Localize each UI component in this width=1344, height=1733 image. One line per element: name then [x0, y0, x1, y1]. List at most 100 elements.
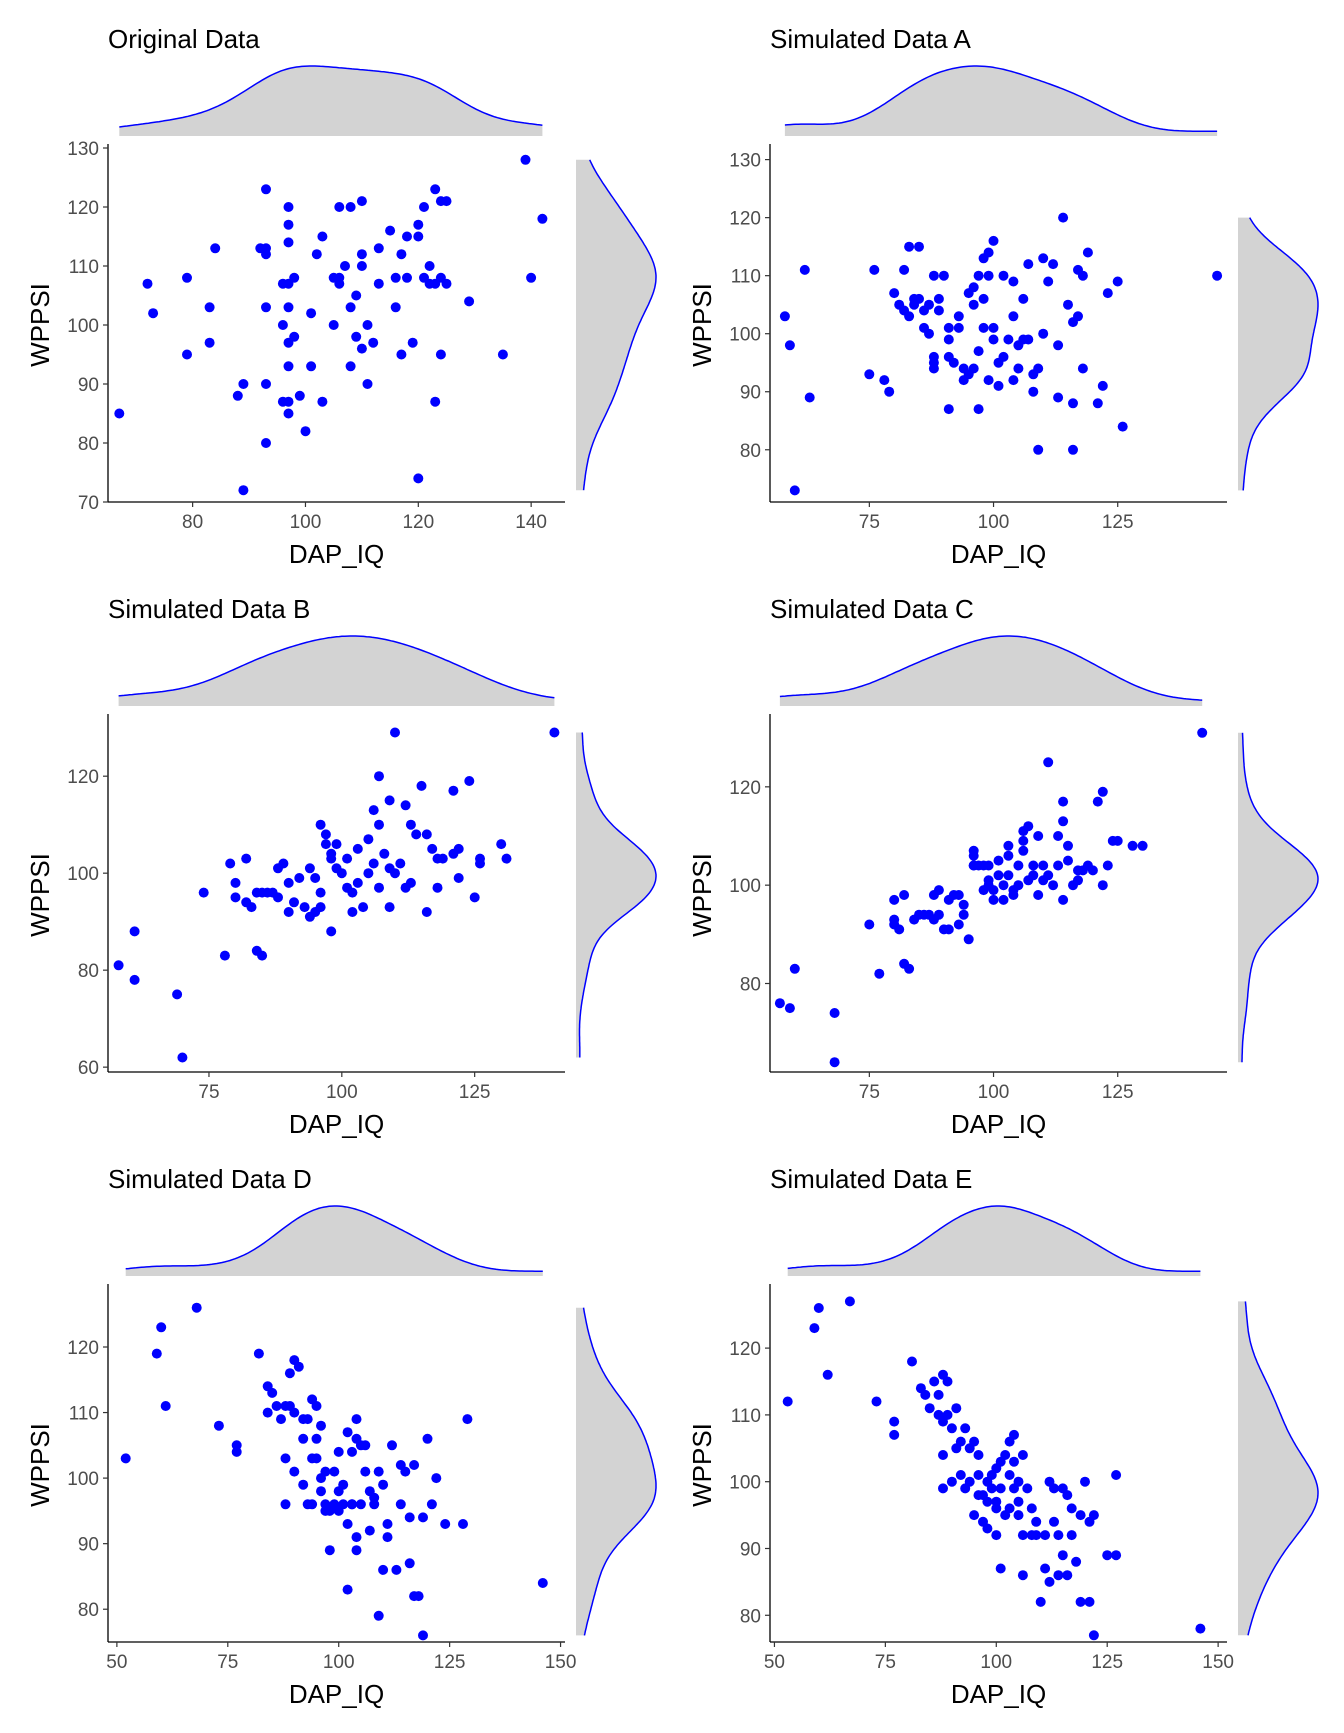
data-point [1080, 1476, 1090, 1487]
data-point [405, 877, 416, 888]
chart-panel-5: Simulated Data D 50 75 100 125 150 80 90 100 110 1… [25, 1164, 657, 1709]
data-point [320, 839, 331, 850]
data-point [829, 1008, 840, 1018]
data-point [368, 858, 379, 869]
data-point [1033, 890, 1044, 900]
data-point [424, 261, 435, 271]
data-point [1038, 860, 1049, 871]
data-point [283, 396, 294, 407]
data-point [356, 196, 367, 207]
data-point [219, 950, 230, 961]
chart-panel-3: Simulated Data B 75 100 125 60 80 100 120 DAP_IQ… [25, 594, 657, 1139]
data-point [1013, 1476, 1024, 1487]
data-point [1048, 880, 1059, 891]
x-density-line [125, 1205, 543, 1272]
data-point [1038, 253, 1049, 264]
data-point [382, 1532, 393, 1543]
data-point [267, 1387, 278, 1398]
data-point [1013, 860, 1024, 871]
data-point [1028, 860, 1039, 871]
data-point [1008, 276, 1019, 287]
data-point [1048, 259, 1059, 270]
data-point [948, 357, 959, 368]
x-tick-label: 140 [515, 512, 547, 533]
y-axis-title: WPPSI [687, 1423, 717, 1507]
data-point [1009, 1429, 1019, 1440]
data-point [427, 843, 438, 854]
x-density-fill [784, 66, 1218, 136]
data-point [257, 950, 268, 961]
data-point [1102, 860, 1113, 871]
data-point [988, 894, 999, 905]
data-point [315, 819, 326, 830]
y-density-line [582, 1307, 657, 1636]
data-point [340, 261, 350, 271]
data-point [351, 1414, 362, 1425]
data-point [953, 322, 964, 333]
data-point [978, 293, 989, 304]
data-point [364, 1525, 375, 1536]
data-point [943, 404, 954, 415]
x-axis-title: DAP_IQ [951, 1109, 1046, 1139]
data-point [1028, 870, 1039, 881]
data-point [998, 880, 1009, 891]
data-point [430, 184, 441, 195]
data-point [986, 1483, 997, 1494]
data-point [904, 241, 915, 252]
data-point [355, 1499, 366, 1510]
data-point [320, 1466, 331, 1477]
data-point [1009, 1456, 1019, 1467]
x-tick-label: 125 [434, 1652, 466, 1673]
data-point [889, 288, 900, 299]
x-density-line [787, 1205, 1201, 1273]
data-point [419, 202, 429, 212]
data-point [317, 396, 328, 407]
data-point [907, 1356, 917, 1367]
chart-title: Simulated Data D [108, 1164, 312, 1194]
data-point [933, 293, 944, 304]
data-point [384, 795, 395, 806]
data-point [360, 1466, 371, 1477]
x-density-line [779, 635, 1203, 701]
data-point [198, 887, 209, 898]
y-density-fill [576, 159, 656, 491]
data-point [289, 897, 299, 908]
y-tick-label: 100 [67, 316, 99, 337]
x-density-fill [119, 66, 543, 136]
data-point [271, 1401, 282, 1411]
data-point [988, 885, 999, 896]
data-point [1097, 380, 1108, 391]
data-point [973, 404, 984, 415]
x-density-line [119, 65, 543, 128]
data-point [299, 902, 310, 913]
data-point [358, 902, 369, 913]
data-point [437, 853, 448, 864]
data-point [1053, 1530, 1064, 1541]
y-tick-label: 120 [729, 1339, 761, 1360]
data-point [1195, 1623, 1206, 1634]
data-point [326, 926, 337, 937]
data-point [261, 243, 271, 254]
data-point [946, 1476, 957, 1487]
data-point [283, 237, 294, 248]
data-point [191, 1302, 202, 1313]
data-point [871, 1396, 882, 1407]
data-point [1197, 727, 1208, 738]
data-point [347, 1446, 357, 1457]
data-point [387, 1440, 397, 1451]
x-density-fill [779, 636, 1203, 706]
y-tick-label: 60 [78, 1058, 99, 1079]
data-point [889, 1429, 900, 1440]
data-point [1066, 1530, 1077, 1541]
x-tick-label: 125 [1102, 1082, 1134, 1103]
data-point [955, 1470, 966, 1480]
data-point [261, 184, 271, 195]
data-point [373, 278, 384, 289]
data-point [283, 361, 294, 372]
x-axis-title: DAP_IQ [289, 1679, 384, 1709]
x-tick-label: 80 [182, 512, 203, 533]
data-point [435, 349, 446, 360]
data-point [969, 1510, 980, 1521]
data-point [120, 1453, 131, 1464]
